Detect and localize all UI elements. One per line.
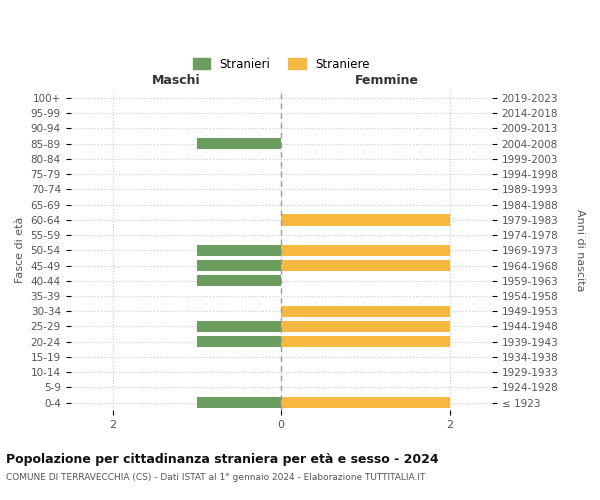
Bar <box>197 244 281 256</box>
Bar <box>197 336 281 347</box>
Bar <box>197 260 281 271</box>
Bar <box>281 214 450 226</box>
Text: Maschi: Maschi <box>152 74 200 87</box>
Bar <box>197 275 281 286</box>
Bar <box>281 336 450 347</box>
Bar <box>197 397 281 408</box>
Legend: Stranieri, Straniere: Stranieri, Straniere <box>193 58 370 71</box>
Bar <box>281 306 450 317</box>
Bar <box>281 321 450 332</box>
Bar <box>281 397 450 408</box>
Text: Popolazione per cittadinanza straniera per età e sesso - 2024: Popolazione per cittadinanza straniera p… <box>6 452 439 466</box>
Text: COMUNE DI TERRAVECCHIA (CS) - Dati ISTAT al 1° gennaio 2024 - Elaborazione TUTTI: COMUNE DI TERRAVECCHIA (CS) - Dati ISTAT… <box>6 472 425 482</box>
Bar <box>281 244 450 256</box>
Y-axis label: Fasce di età: Fasce di età <box>15 217 25 284</box>
Bar <box>281 260 450 271</box>
Y-axis label: Anni di nascita: Anni di nascita <box>575 209 585 292</box>
Bar <box>197 138 281 149</box>
Bar <box>197 321 281 332</box>
Text: Femmine: Femmine <box>355 74 419 87</box>
